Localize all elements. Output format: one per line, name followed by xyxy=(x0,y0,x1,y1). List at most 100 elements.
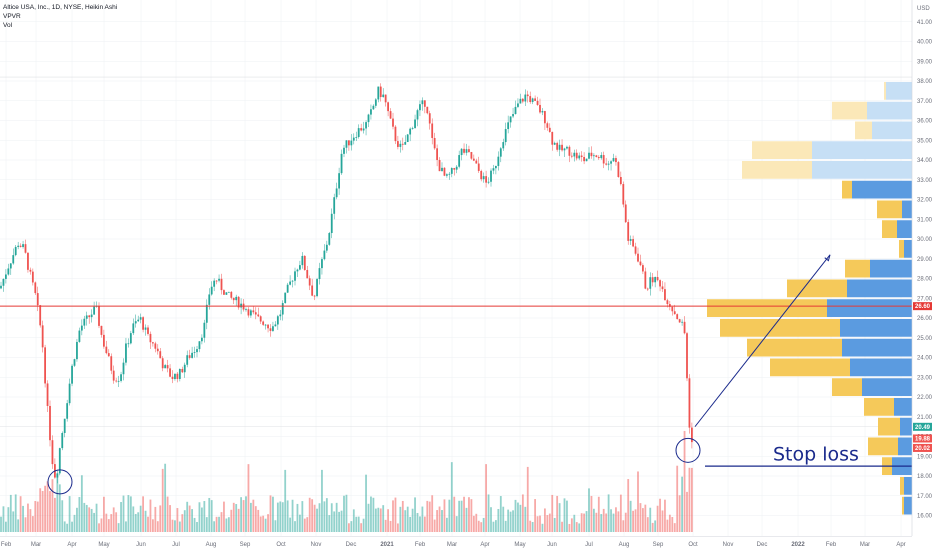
volume-bar xyxy=(428,501,431,532)
vp-bar-down xyxy=(832,101,867,120)
volume-bar xyxy=(678,495,681,532)
volume-bar xyxy=(362,518,365,532)
volume-bar xyxy=(205,517,208,532)
candle-body xyxy=(78,330,81,342)
volume-bar xyxy=(673,523,676,532)
volume-bar xyxy=(240,497,242,532)
candle-body xyxy=(446,174,448,176)
volume-bar xyxy=(73,514,76,532)
candle-body xyxy=(44,347,46,384)
volume-bar xyxy=(68,496,71,532)
volume-bar xyxy=(624,512,627,532)
candle-body xyxy=(51,440,54,465)
volume-bar xyxy=(12,511,15,532)
candle-body xyxy=(583,156,585,162)
volume-bar xyxy=(333,511,336,532)
vp-bar-up xyxy=(870,259,912,278)
candle-body xyxy=(367,114,370,123)
candle-body xyxy=(259,316,262,322)
volume-bar xyxy=(526,466,529,532)
time-tick-label: Sep xyxy=(240,542,251,548)
indicator-volume[interactable]: Vol xyxy=(3,22,13,29)
price-tick-label: 26.00 xyxy=(917,316,932,322)
volume-bar xyxy=(419,516,421,532)
volume-bar xyxy=(176,508,179,532)
time-tick-label: May xyxy=(98,542,109,548)
candle-body xyxy=(250,310,252,316)
volume-bar xyxy=(602,508,605,532)
vp-bar-down xyxy=(770,358,850,377)
volume-bar xyxy=(436,510,438,532)
volume-bar xyxy=(39,488,42,532)
volume-bar xyxy=(524,506,527,532)
candle-body xyxy=(161,358,164,369)
candle-body xyxy=(301,255,304,266)
candle-body xyxy=(360,128,363,131)
candle-body xyxy=(654,276,657,283)
candle-body xyxy=(659,280,661,287)
candle-body xyxy=(414,119,416,129)
candle-body xyxy=(7,268,10,275)
candle-body xyxy=(637,253,639,262)
volume-bar xyxy=(470,499,473,532)
stop-loss-label: Stop loss xyxy=(773,443,859,465)
candle-body xyxy=(482,176,485,180)
volume-bar xyxy=(539,515,541,532)
volume-bar xyxy=(590,495,593,532)
vp-bar-down xyxy=(864,397,894,416)
candle-body xyxy=(169,368,171,377)
candle-body xyxy=(171,376,174,379)
vp-bar-up xyxy=(904,496,912,515)
time-tick-label: Feb xyxy=(826,542,837,548)
highlight-circle xyxy=(47,469,73,495)
candle-body xyxy=(605,163,608,165)
candle-body xyxy=(600,155,603,159)
volume-bar xyxy=(499,496,502,532)
volume-bar xyxy=(46,481,49,532)
candle-body xyxy=(624,204,627,223)
candle-body xyxy=(178,368,181,379)
candle-body xyxy=(264,324,267,326)
candle-body xyxy=(389,111,392,119)
candle-body xyxy=(311,285,314,296)
price-tick-label: 28.00 xyxy=(917,277,932,283)
volume-bar xyxy=(509,511,512,532)
candle-body xyxy=(139,317,142,320)
candle-body xyxy=(544,111,546,124)
candle-body xyxy=(438,160,441,172)
vp-bar-down xyxy=(707,299,827,318)
candle-body xyxy=(188,355,191,358)
candle-body xyxy=(281,303,284,315)
candle-body xyxy=(335,188,338,198)
indicator-vpvr[interactable]: VPVR xyxy=(3,13,21,20)
symbol-title[interactable]: Altice USA, Inc., 1D, NYSE, Heikin Ashi xyxy=(3,4,118,11)
volume-bar xyxy=(409,516,412,532)
candle-body xyxy=(487,181,490,183)
candle-body xyxy=(507,122,510,130)
candle-body xyxy=(597,157,600,159)
volume-bar xyxy=(668,514,671,532)
candle-body xyxy=(612,158,615,162)
candle-body xyxy=(397,141,399,147)
candle-body xyxy=(480,170,483,180)
volume-bar xyxy=(112,507,115,532)
volume-bar xyxy=(301,501,304,532)
candle-body xyxy=(186,355,189,365)
volume-bar xyxy=(36,501,39,532)
volume-bar xyxy=(570,518,573,532)
candle-body xyxy=(593,155,595,157)
volume-bar xyxy=(254,506,257,532)
candle-body xyxy=(355,137,358,138)
candle-body xyxy=(673,311,676,315)
price-tick-label: 32.00 xyxy=(917,198,932,204)
volume-bar xyxy=(149,499,152,532)
volume-bar xyxy=(252,499,255,532)
candle-body xyxy=(428,113,431,124)
candle-body xyxy=(73,359,76,366)
volume-bar xyxy=(63,521,66,532)
volume-bar xyxy=(328,515,331,532)
volume-bar xyxy=(340,510,343,532)
vp-bar-up xyxy=(812,160,912,179)
volume-bar xyxy=(367,503,370,532)
